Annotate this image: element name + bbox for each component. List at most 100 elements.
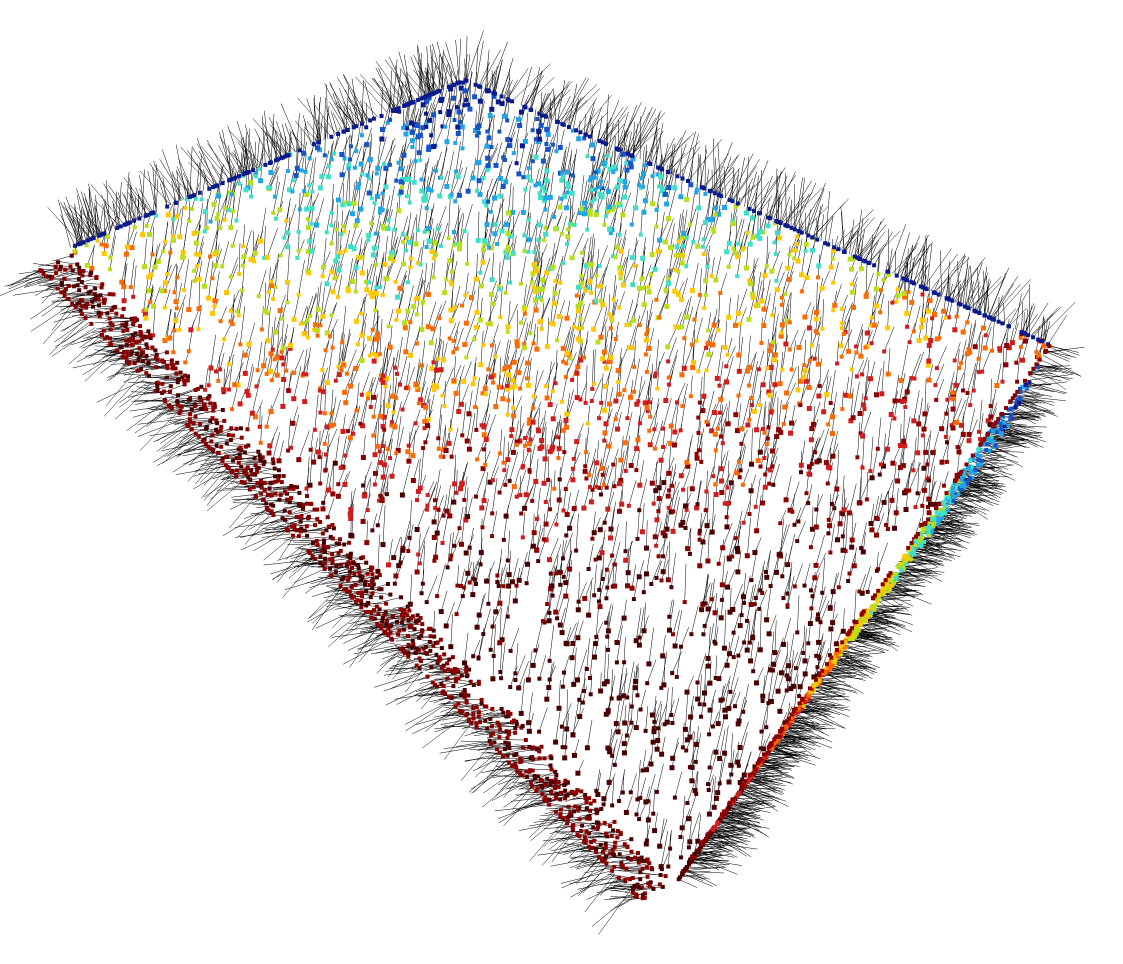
normal-line [620,256,626,274]
normal-line [924,378,927,414]
normal-line [255,400,263,418]
normal-line [707,318,720,344]
normal-line [605,408,613,424]
normal-line [358,238,363,258]
normal-line [721,450,729,482]
normal-line [751,427,753,465]
normal-line [488,568,491,604]
normal-line [690,375,693,397]
normal-line [441,144,448,178]
normal-line [842,514,847,537]
normal-line [743,572,746,597]
normal-line [713,776,716,808]
normal-line [271,360,279,381]
normal-line [750,583,757,605]
normal-line [981,350,991,372]
normal-line [841,329,853,357]
normal-line [707,532,710,562]
normal-line [552,403,558,419]
normal-line [827,216,834,245]
normal-line [877,417,882,449]
normal-line [214,289,218,307]
normal-line [633,578,638,600]
normal-line [685,510,690,529]
normal-line [528,692,533,723]
normal-line [968,319,977,350]
normal-line [428,398,431,420]
normal-line [331,396,337,426]
normal-line [954,293,962,330]
normal-line [662,545,669,572]
normal-line [834,284,842,306]
normal-line [541,427,544,447]
normal-line [431,228,435,251]
normal-line [696,726,699,745]
normal-line [500,286,503,318]
normal-line [743,224,750,249]
normal-line [585,365,588,403]
normal-line [829,631,833,656]
normal-line [560,150,566,174]
normal-line [808,699,849,701]
normal-line [730,733,733,766]
normal-line [475,470,486,497]
normal-line [644,144,647,166]
normal-line [781,271,789,298]
normal-line [319,116,323,150]
normal-line [262,115,266,165]
normal-line [935,363,945,386]
normal-line [377,310,379,335]
normal-line [553,195,560,218]
normal-line [623,637,626,663]
normal-line [702,221,713,247]
normal-line [867,311,874,334]
normal-line [559,539,568,573]
normal-line [724,321,727,348]
normal-line [360,297,365,314]
normal-line [861,357,868,375]
normal-line [1025,386,1055,392]
normal-line [852,381,860,418]
normal-line [671,552,676,588]
normal-line [786,366,797,394]
normal-line [788,633,795,666]
normal-line [574,208,580,226]
normal-line [739,721,749,748]
normal-line [484,390,491,426]
normal-line [311,201,314,224]
normal-line [253,239,258,262]
normal-line [314,394,319,430]
normal-line [427,203,435,231]
normal-line [699,268,702,296]
normal-line [243,230,252,257]
normal-line [409,217,416,243]
normal-line [633,291,640,321]
normal-line [748,160,769,209]
normal-line [545,195,552,229]
normal-line [830,524,835,553]
normal-line [605,365,613,387]
normal-line [800,451,802,473]
normal-line [228,129,263,167]
normal-line [419,136,424,161]
normal-line [507,441,509,460]
normal-line [743,619,750,643]
normal-line [213,178,221,205]
normal-line [447,533,452,568]
normal-line [671,737,679,768]
normal-line [560,129,565,148]
normal-line [322,285,332,317]
normal-line [144,238,147,267]
normal-line [610,299,618,329]
normal-line [515,655,526,681]
normal-line [580,342,583,361]
normal-line [787,576,795,607]
normal-line [979,266,988,314]
normal-line [703,574,709,604]
normal-line [599,468,606,488]
normal-line [774,620,777,653]
normal-line [617,165,622,204]
normal-line [139,196,153,214]
normal-line [719,361,724,386]
